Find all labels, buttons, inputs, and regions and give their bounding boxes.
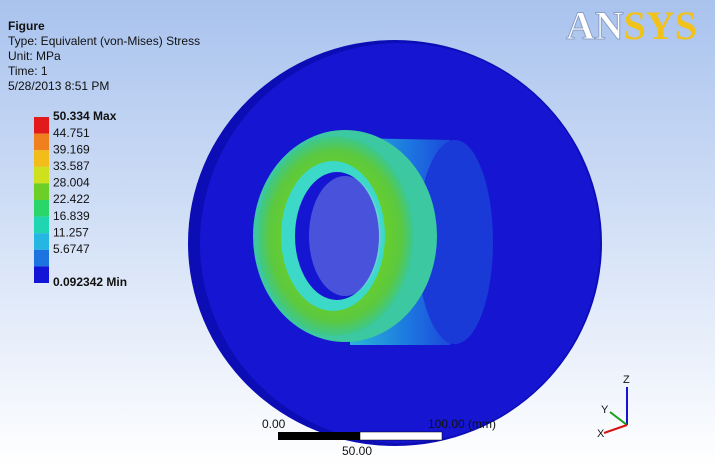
scale-label: 50.00	[342, 444, 372, 458]
logo-part: AN	[566, 3, 624, 48]
scale-label: 0.00	[262, 417, 286, 431]
logo: ANSYS	[566, 3, 697, 48]
legend-swatch	[34, 217, 49, 234]
page: Figure Type: Equivalent (von-Mises) Stre…	[0, 0, 715, 471]
legend-label: 33.587	[53, 159, 90, 173]
legend-swatch	[34, 250, 49, 267]
legend-swatch	[34, 150, 49, 167]
legend-label: 28.004	[53, 176, 90, 190]
legend-label: 44.751	[53, 126, 90, 140]
legend-label: 0.092342 Min	[53, 275, 127, 289]
triad-label: X	[597, 428, 605, 440]
legend-label: 16.839	[53, 209, 90, 223]
hole-back	[309, 176, 381, 296]
scale-black	[278, 432, 360, 440]
header-line: 5/28/2013 8:51 PM	[8, 79, 109, 93]
header-line: Time: 1	[8, 64, 48, 78]
legend-swatch	[34, 233, 49, 250]
triad-label: Y	[601, 404, 609, 416]
triad-label: Z	[623, 374, 630, 386]
model	[188, 40, 602, 446]
scale-white	[360, 432, 442, 440]
legend-swatch	[34, 167, 49, 184]
header-line: Unit: MPa	[8, 49, 61, 63]
legend-label: 5.6747	[53, 242, 90, 256]
legend-label: 11.257	[53, 225, 89, 239]
legend-swatch	[34, 117, 49, 134]
legend-label: 39.169	[53, 142, 90, 156]
legend-swatch	[34, 183, 49, 200]
viewport: Figure Type: Equivalent (von-Mises) Stre…	[0, 0, 715, 466]
header-title: Figure	[8, 19, 45, 33]
legend-swatch	[34, 134, 49, 151]
legend-label: 22.422	[53, 192, 90, 206]
logo-part: SYS	[624, 3, 697, 48]
legend-label: 50.334 Max	[53, 109, 117, 123]
scale-label: 100.00 (mm)	[428, 417, 496, 431]
legend-swatch	[34, 266, 49, 283]
legend-swatch	[34, 200, 49, 217]
header-line: Type: Equivalent (von-Mises) Stress	[8, 34, 200, 48]
